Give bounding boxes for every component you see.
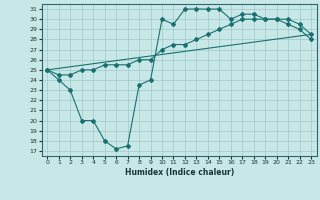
- X-axis label: Humidex (Indice chaleur): Humidex (Indice chaleur): [124, 168, 234, 177]
